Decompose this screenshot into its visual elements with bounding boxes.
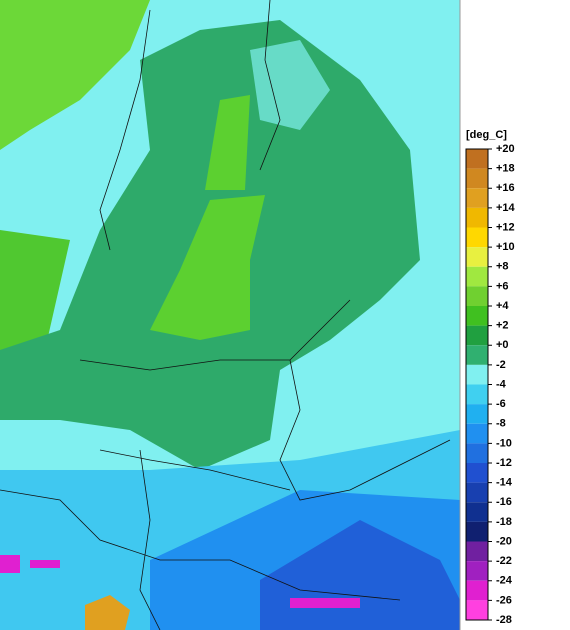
color-band: [466, 561, 488, 581]
color-band: [466, 306, 488, 326]
map: [0, 0, 461, 630]
tick-label: +12: [496, 221, 515, 233]
tick-label: +0: [496, 339, 509, 351]
color-band: [466, 247, 488, 267]
legend-unit: [deg_C]: [466, 129, 507, 141]
tick-label: -6: [496, 398, 506, 410]
tick-label: -22: [496, 555, 512, 567]
color-band: [466, 149, 488, 169]
color-band: [466, 541, 488, 562]
tick-label: +6: [496, 280, 509, 292]
tick-label: +14: [496, 202, 516, 214]
tick-label: -26: [496, 594, 512, 606]
color-band: [466, 600, 488, 620]
tick-label: -16: [496, 496, 512, 508]
color-band: [466, 482, 488, 503]
tick-label: -2: [496, 359, 506, 371]
tick-label: -4: [496, 378, 507, 390]
tick-label: +18: [496, 163, 515, 175]
color-band: [466, 364, 488, 385]
color-band: [466, 168, 488, 189]
color-band: [466, 286, 488, 306]
tick-label: +10: [496, 241, 515, 253]
color-band: [466, 404, 488, 424]
tick-label: -14: [496, 477, 513, 489]
color-band: [466, 207, 488, 228]
legend: +20 +18 +16 +14 +12 +10 +8 +6 +4 +2 +0 -2 -4 -6 -8 -10 -…: [465, 143, 516, 626]
tick-label: +20: [496, 143, 515, 155]
color-band: [466, 443, 488, 463]
tick-label: -24: [496, 575, 513, 587]
tick-label: +16: [496, 182, 515, 194]
color-band: [466, 423, 488, 444]
tick-label: -10: [496, 437, 512, 449]
tick-label: +2: [496, 320, 509, 332]
tick-label: -8: [496, 418, 506, 430]
color-band: [466, 188, 488, 208]
tick-label: -18: [496, 516, 512, 528]
color-band: [466, 580, 488, 601]
color-band: [466, 325, 488, 346]
tick-label: -12: [496, 457, 512, 469]
tick-label: +4: [496, 300, 509, 312]
tick-label: +8: [496, 261, 509, 273]
tick-label: -20: [496, 535, 512, 547]
color-band: [466, 384, 488, 405]
color-band: [466, 463, 488, 483]
color-band: [466, 521, 488, 542]
tick-label: -28: [496, 614, 512, 626]
color-band: [466, 266, 488, 287]
color-band: [466, 345, 488, 365]
color-band: [466, 502, 488, 522]
color-band: [466, 227, 488, 248]
